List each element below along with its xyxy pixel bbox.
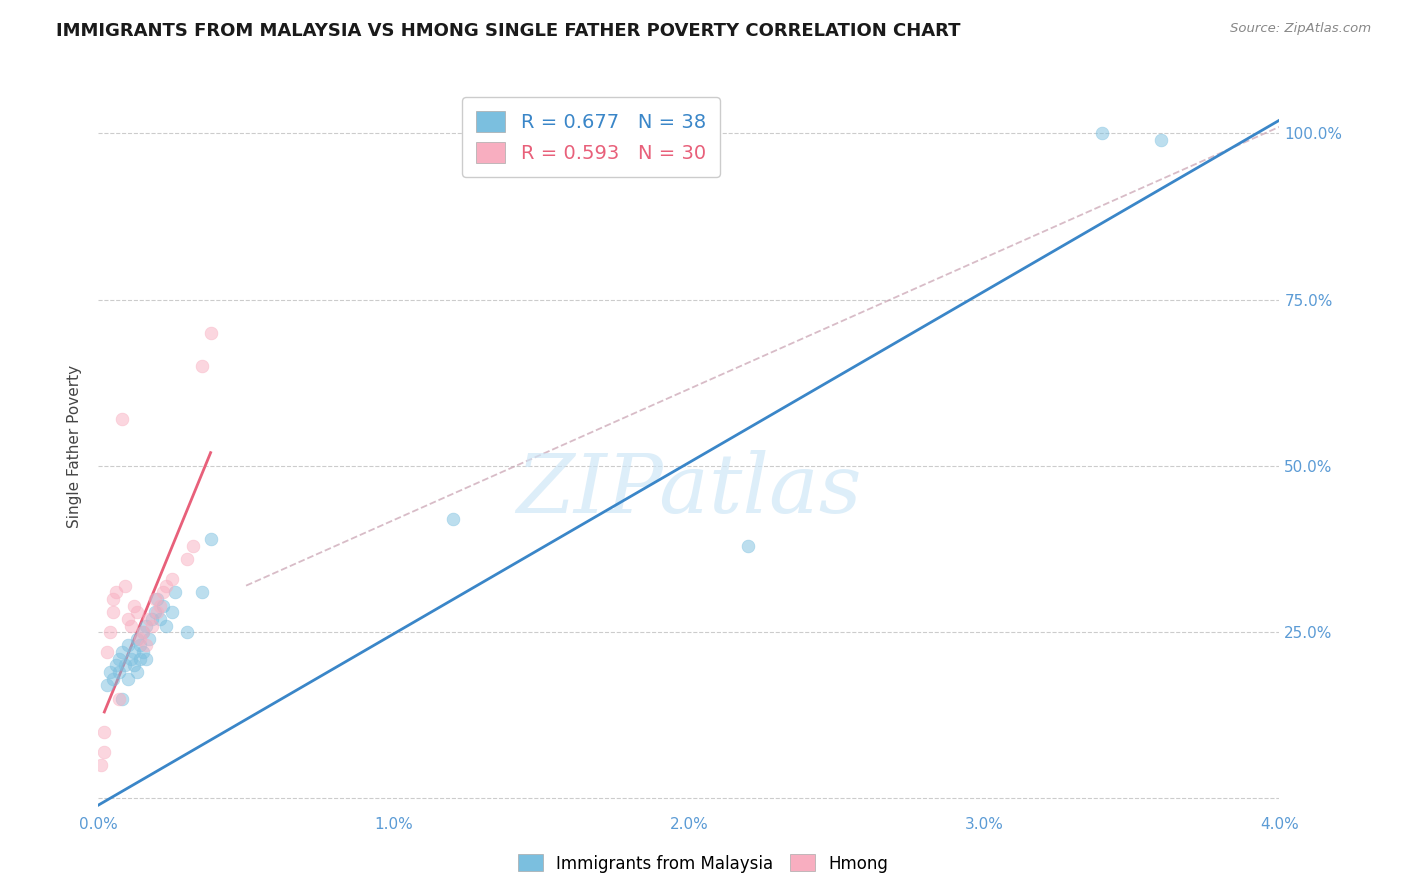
Point xyxy=(162,605,183,619)
Text: IMMIGRANTS FROM MALAYSIA VS HMONG SINGLE FATHER POVERTY CORRELATION CHART: IMMIGRANTS FROM MALAYSIA VS HMONG SINGLE… xyxy=(56,22,960,40)
Point xyxy=(108,691,131,706)
Point xyxy=(93,745,115,759)
Point xyxy=(200,326,222,340)
Legend: Immigrants from Malaysia, Hmong: Immigrants from Malaysia, Hmong xyxy=(512,847,894,880)
Point xyxy=(181,539,204,553)
Point xyxy=(98,665,121,679)
Point xyxy=(122,645,145,659)
Point xyxy=(114,658,136,673)
Point xyxy=(122,658,145,673)
Point xyxy=(108,665,131,679)
Point xyxy=(108,652,131,666)
Point xyxy=(103,672,125,686)
Point xyxy=(155,579,177,593)
Point xyxy=(152,599,174,613)
Point xyxy=(125,605,148,619)
Point xyxy=(441,512,464,526)
Point xyxy=(155,618,177,632)
Point xyxy=(125,665,148,679)
Point xyxy=(117,672,139,686)
Point xyxy=(149,599,172,613)
Point xyxy=(191,585,214,599)
Text: Source: ZipAtlas.com: Source: ZipAtlas.com xyxy=(1230,22,1371,36)
Y-axis label: Single Father Poverty: Single Father Poverty xyxy=(67,365,83,527)
Point xyxy=(146,591,169,606)
Text: ZIPatlas: ZIPatlas xyxy=(516,450,862,530)
Point xyxy=(141,612,163,626)
Point xyxy=(103,605,125,619)
Point xyxy=(132,625,155,640)
Point xyxy=(103,591,125,606)
Point xyxy=(1150,133,1173,147)
Point xyxy=(165,585,187,599)
Point xyxy=(143,605,166,619)
Point xyxy=(105,658,128,673)
Point xyxy=(120,652,142,666)
Point xyxy=(93,725,115,739)
Point xyxy=(152,585,174,599)
Point xyxy=(132,645,155,659)
Point xyxy=(1091,127,1114,141)
Point xyxy=(132,625,155,640)
Point xyxy=(143,591,166,606)
Point xyxy=(176,552,198,566)
Point xyxy=(117,612,139,626)
Point xyxy=(128,639,150,653)
Point xyxy=(90,758,112,772)
Point xyxy=(176,625,198,640)
Point xyxy=(149,612,172,626)
Point xyxy=(128,632,150,646)
Point xyxy=(120,618,142,632)
Point xyxy=(111,691,134,706)
Point xyxy=(105,585,128,599)
Point xyxy=(737,539,759,553)
Point xyxy=(96,645,118,659)
Point xyxy=(114,579,136,593)
Point xyxy=(111,645,134,659)
Legend: R = 0.677   N = 38, R = 0.593   N = 30: R = 0.677 N = 38, R = 0.593 N = 30 xyxy=(463,97,720,177)
Point xyxy=(141,618,163,632)
Point xyxy=(135,652,157,666)
Point xyxy=(98,625,121,640)
Point xyxy=(200,532,222,546)
Point xyxy=(135,639,157,653)
Point xyxy=(135,618,157,632)
Point xyxy=(138,632,160,646)
Point xyxy=(111,412,134,426)
Point xyxy=(138,612,160,626)
Point xyxy=(117,639,139,653)
Point xyxy=(128,652,150,666)
Point xyxy=(162,572,183,586)
Point xyxy=(96,678,118,692)
Point xyxy=(125,632,148,646)
Point xyxy=(191,359,214,374)
Point xyxy=(122,599,145,613)
Point xyxy=(146,605,169,619)
